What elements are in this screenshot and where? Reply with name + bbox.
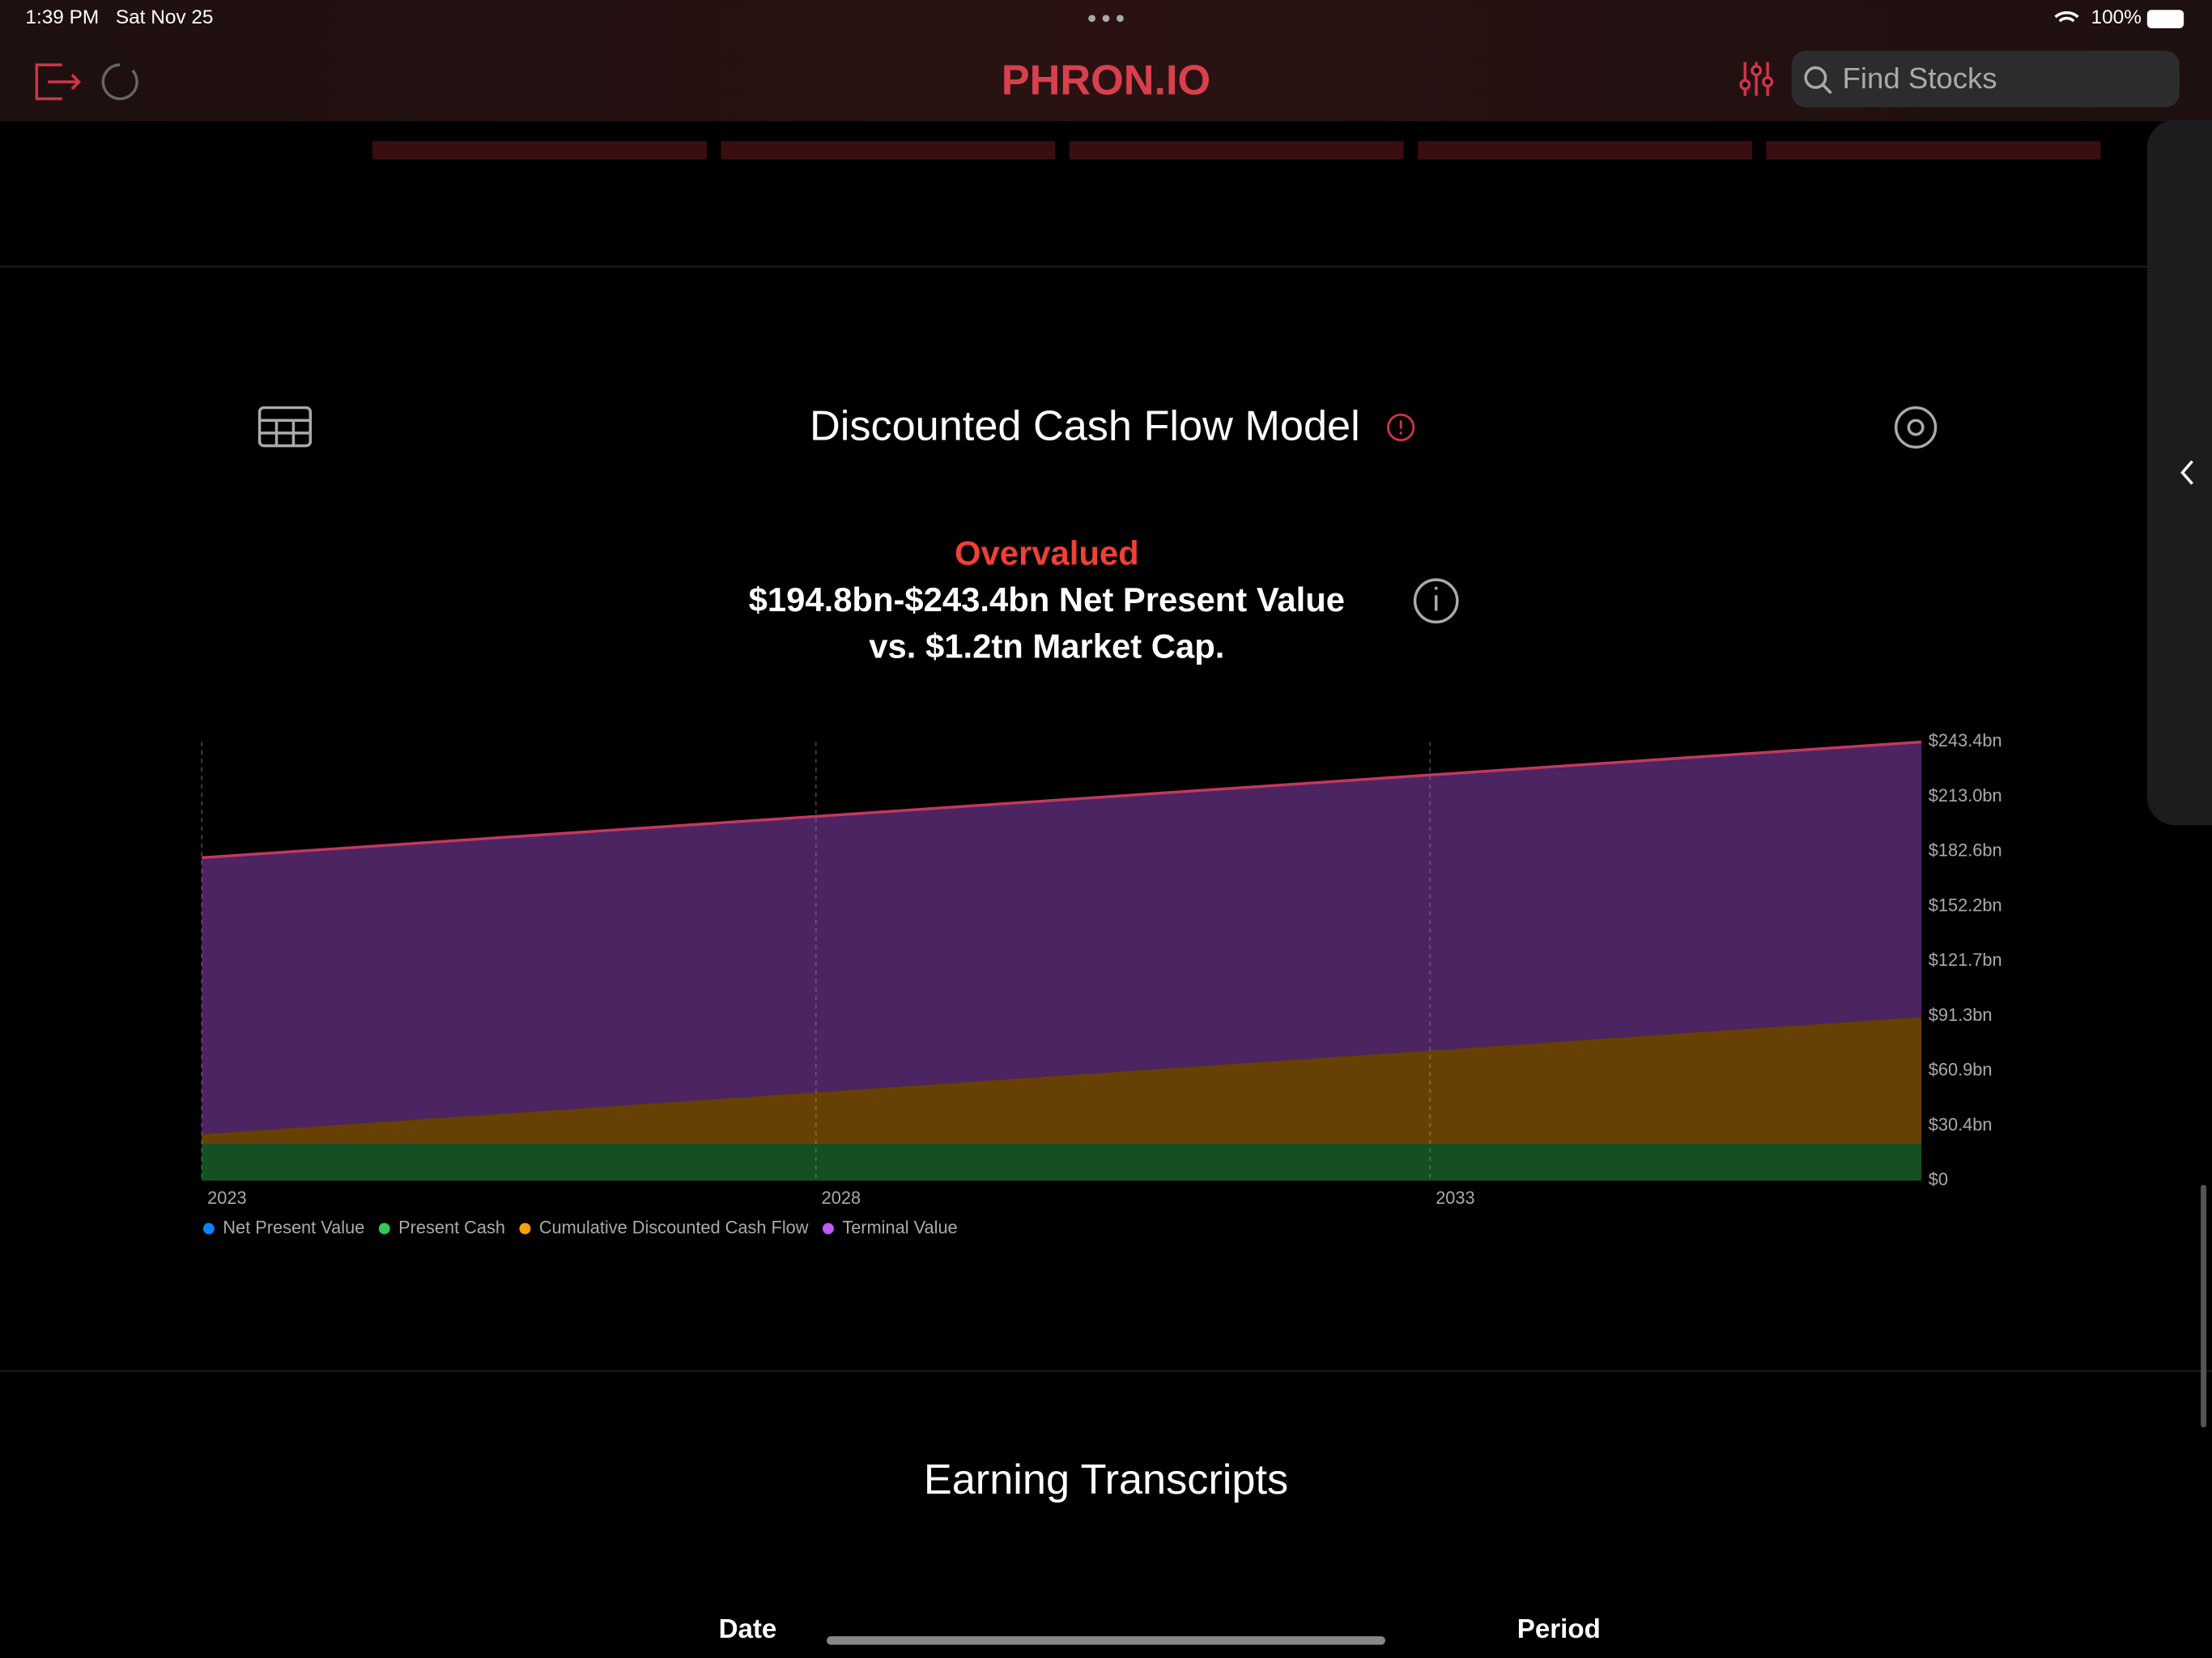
app-title: PHRON.IO <box>1002 57 1210 104</box>
clipped-row <box>372 141 2101 159</box>
summary-line: $194.8bn-$243.4bn Net Present Value <box>749 580 1345 619</box>
y-tick-label: $60.9bn <box>1929 1060 1993 1080</box>
battery-percent: 100% <box>2091 6 2142 28</box>
y-tick-label: $121.7bn <box>1929 950 2002 970</box>
x-tick-label: 2033 <box>1436 1188 1474 1208</box>
warning-icon[interactable] <box>1387 413 1415 442</box>
legend-label: Cumulative Discounted Cash Flow <box>539 1217 809 1237</box>
side-panel[interactable] <box>2146 120 2212 826</box>
refresh-button[interactable] <box>101 63 138 100</box>
settings-button[interactable] <box>1894 406 1938 449</box>
battery-icon <box>2146 10 2184 28</box>
chart: 2023 2028 2033 $0 $30.4bn $60.9bn $91.3bn $121.… <box>201 730 2002 1237</box>
search-icon <box>1804 66 1832 95</box>
legend-dot <box>822 1222 834 1235</box>
x-tick-label: 2028 <box>822 1188 861 1208</box>
legend-dot <box>202 1222 215 1235</box>
y-tick-label: $152.2bn <box>1929 895 2002 915</box>
verdict: Overvalued <box>955 534 1139 572</box>
logout-button[interactable] <box>35 63 82 100</box>
status-date: Sat Nov 25 <box>116 6 214 28</box>
y-tick-label: $243.4bn <box>1929 730 2002 750</box>
x-tick-label: 2023 <box>207 1188 246 1208</box>
column-header: Period <box>1517 1614 1601 1644</box>
transcripts-title: Earning Transcripts <box>924 1456 1288 1503</box>
y-tick-label: $30.4bn <box>1929 1114 1993 1134</box>
legend-dot <box>378 1222 390 1235</box>
scrollbar <box>2201 1184 2207 1428</box>
status-time: 1:39 PM <box>25 6 99 28</box>
info-button[interactable] <box>1413 578 1459 624</box>
wifi-icon <box>2054 11 2079 23</box>
legend-label: Present Cash <box>398 1217 505 1237</box>
column-header: Date <box>719 1614 777 1644</box>
section-title: Discounted Cash Flow Model <box>810 403 1360 450</box>
legend-label: Net Present Value <box>223 1217 364 1237</box>
line <box>202 740 1922 860</box>
search-placeholder: Find Stocks <box>1843 62 1997 95</box>
side-panel-chevron <box>2180 460 2193 485</box>
search-field[interactable] <box>1791 50 2180 108</box>
y-tick-label: $0 <box>1929 1169 1948 1189</box>
legend-label: Terminal Value <box>842 1217 957 1237</box>
area <box>202 742 1922 1134</box>
y-tick-label: $182.6bn <box>1929 840 2002 861</box>
more-dots <box>1088 15 1124 23</box>
legend-dot <box>519 1222 531 1235</box>
area <box>202 1144 1922 1181</box>
y-tick-label: $91.3bn <box>1929 1005 1993 1025</box>
summary-line: vs. $1.2tn Market Cap. <box>869 627 1224 665</box>
y-tick-label: $213.0bn <box>1929 785 2002 806</box>
filter-button[interactable] <box>1739 62 1774 96</box>
home-indicator <box>827 1636 1385 1645</box>
area <box>202 1017 1922 1145</box>
table-toggle[interactable] <box>257 406 313 448</box>
